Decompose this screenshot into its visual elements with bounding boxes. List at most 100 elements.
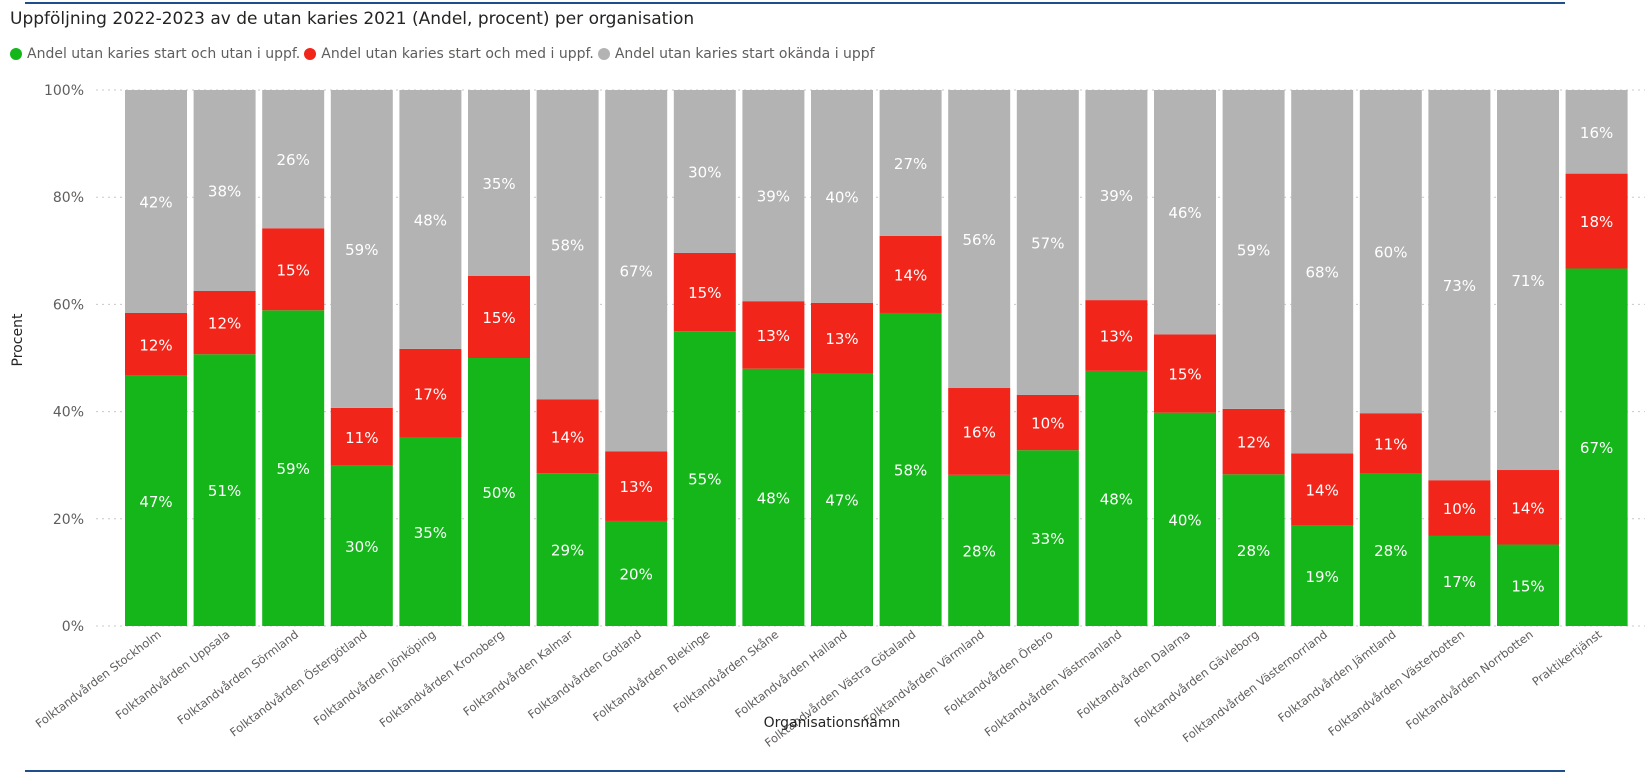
bar-segment[interactable]	[1565, 268, 1628, 626]
bar-stack[interactable]: 28% 16% 56%	[948, 90, 1011, 626]
bar-stack[interactable]: 28% 11% 60%	[1359, 90, 1422, 626]
bar-segment[interactable]	[1154, 334, 1216, 413]
bar-segment[interactable]	[330, 465, 393, 626]
legend-item-caries-followup[interactable]: Andel utan karies start och med i uppf.	[304, 46, 594, 62]
bar-segment[interactable]	[1359, 90, 1422, 414]
bar-segment[interactable]	[605, 451, 668, 521]
bar-stack[interactable]: 48% 13% 39%	[1085, 90, 1148, 626]
bar-stack[interactable]: 15% 14% 71%	[1497, 90, 1559, 626]
bar-segment[interactable]	[262, 228, 325, 311]
bar-segment[interactable]	[399, 348, 462, 438]
bar-segment[interactable]	[468, 275, 530, 358]
bar-segment[interactable]	[193, 90, 256, 291]
bar-segment[interactable]	[1428, 90, 1491, 481]
bar-segment[interactable]	[1222, 474, 1285, 626]
bar-segment[interactable]	[605, 520, 668, 626]
bar-segment[interactable]	[742, 368, 805, 626]
bar-segment[interactable]	[1565, 90, 1628, 174]
bar-stack[interactable]: 51% 12% 38%	[193, 90, 256, 626]
bar-segment[interactable]	[1085, 90, 1148, 301]
bar-segment[interactable]	[811, 302, 873, 374]
bar-segment[interactable]	[1154, 412, 1216, 626]
bar-segment[interactable]	[1359, 473, 1422, 626]
bar-segment[interactable]	[1085, 370, 1148, 626]
bar-segment[interactable]	[330, 407, 393, 466]
bar-segment[interactable]	[536, 399, 599, 474]
bar-segment[interactable]	[673, 252, 736, 332]
bar-segment[interactable]	[1291, 90, 1354, 454]
bar-stack[interactable]: 28% 12% 59%	[1222, 90, 1285, 626]
data-label: 11%	[345, 429, 378, 447]
bar-segment[interactable]	[468, 90, 530, 276]
bar-segment[interactable]	[1291, 525, 1354, 626]
bar-segment[interactable]	[1154, 90, 1216, 335]
bar-segment[interactable]	[948, 474, 1011, 626]
bar-segment[interactable]	[1016, 90, 1079, 395]
bar-segment[interactable]	[330, 90, 393, 408]
bar-stack[interactable]: 30% 11% 59%	[330, 90, 393, 626]
legend-item-unknown-followup[interactable]: Andel utan karies start okända i uppf	[597, 46, 875, 62]
bar-stack[interactable]: 40% 15% 46%	[1154, 90, 1216, 626]
bar-segment[interactable]	[1016, 450, 1079, 626]
bar-segment[interactable]	[399, 90, 462, 349]
bar-segment[interactable]	[536, 90, 599, 400]
bar-segment[interactable]	[262, 310, 325, 626]
legend-marker	[597, 48, 610, 60]
bar-segment[interactable]	[262, 90, 325, 229]
bar-segment[interactable]	[811, 90, 873, 303]
bar-segment[interactable]	[536, 473, 599, 626]
data-label: 51%	[208, 482, 241, 500]
bar-stack[interactable]: 47% 13% 40%	[811, 90, 873, 626]
bar-segment[interactable]	[125, 375, 187, 626]
bar-segment[interactable]	[879, 235, 942, 313]
bar-segment[interactable]	[673, 90, 736, 253]
bar-segment[interactable]	[811, 373, 873, 626]
bar-segment[interactable]	[1428, 535, 1491, 626]
data-label: 27%	[894, 155, 927, 173]
bar-stack[interactable]: 58% 14% 27%	[879, 90, 942, 626]
bar-stack[interactable]: 20% 13% 67%	[605, 90, 668, 626]
bar-segment[interactable]	[1497, 544, 1559, 626]
bar-stack[interactable]: 47% 12% 42%	[125, 90, 187, 626]
bar-stack[interactable]: 29% 14% 58%	[536, 90, 599, 626]
bar-segment[interactable]	[1085, 300, 1148, 371]
bar-segment[interactable]	[1359, 413, 1422, 474]
bar-stack[interactable]: 48% 13% 39%	[742, 90, 805, 626]
bar-segment[interactable]	[1497, 470, 1559, 545]
bar-segment[interactable]	[1565, 173, 1628, 269]
bar-segment[interactable]	[742, 90, 805, 302]
bar-segment[interactable]	[605, 90, 668, 452]
legend-item-no-caries-followup[interactable]: Andel utan karies start och utan i uppf.	[10, 46, 300, 62]
data-label: 15%	[482, 309, 515, 327]
y-tick-label: 80%	[53, 190, 84, 206]
bar-stack[interactable]: 59% 15% 26%	[262, 90, 325, 626]
bar-stack[interactable]: 55% 15% 30%	[673, 90, 736, 626]
bar-stack[interactable]: 50% 15% 35%	[468, 90, 530, 626]
bar-segment[interactable]	[879, 312, 942, 626]
bar-segment[interactable]	[193, 354, 256, 626]
bar-segment[interactable]	[399, 437, 462, 626]
bar-stack[interactable]: 35% 17% 48%	[399, 90, 462, 626]
bar-segment[interactable]	[1222, 90, 1285, 409]
bar-segment[interactable]	[125, 312, 187, 376]
bar-stack[interactable]: 33% 10% 57%	[1016, 90, 1079, 626]
bar-segment[interactable]	[193, 291, 256, 355]
bar-segment[interactable]	[948, 388, 1011, 475]
bar-segment[interactable]	[879, 90, 942, 236]
bar-segment[interactable]	[742, 301, 805, 369]
bar-segment[interactable]	[125, 90, 187, 313]
bar-segment[interactable]	[1222, 408, 1285, 475]
bar-segment[interactable]	[1291, 453, 1354, 526]
x-tick-label: Folktandvården Halland	[732, 627, 850, 720]
bar-segment[interactable]	[1428, 480, 1491, 536]
bar-stack[interactable]: 17% 10% 73%	[1428, 90, 1491, 626]
bar-stack[interactable]: 19% 14% 68%	[1291, 90, 1354, 626]
bar-segment[interactable]	[1016, 394, 1079, 451]
bar-segment[interactable]	[948, 90, 1011, 389]
bar-segment[interactable]	[468, 358, 530, 626]
bar-stack[interactable]: 67% 18% 16%	[1565, 90, 1628, 626]
legend: Andel utan karies start och utan i uppf.…	[10, 46, 879, 62]
bar-segment[interactable]	[673, 331, 736, 626]
bar-segment[interactable]	[1497, 90, 1559, 471]
data-label: 50%	[482, 484, 515, 502]
